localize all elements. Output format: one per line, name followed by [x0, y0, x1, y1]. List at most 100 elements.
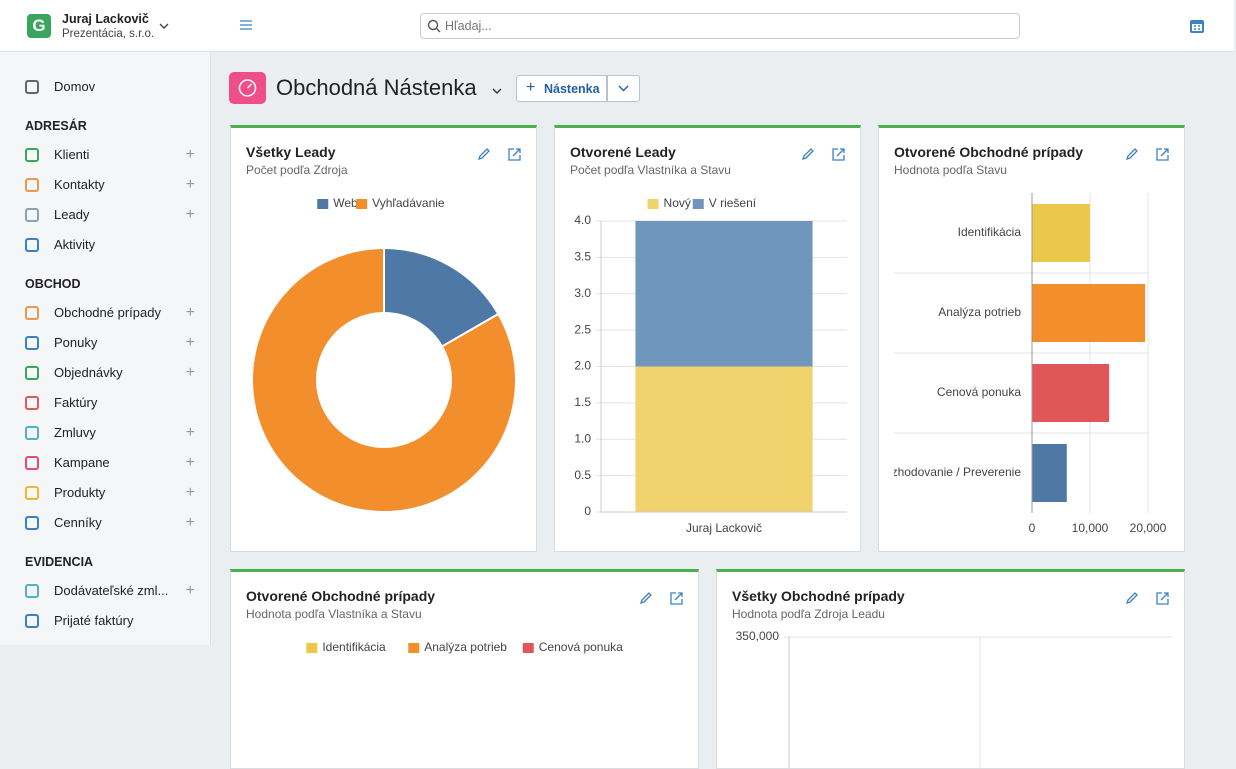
- add-button[interactable]: +: [185, 205, 195, 223]
- open-icon[interactable]: [508, 148, 521, 161]
- nav-label: Kampane: [54, 455, 110, 470]
- nav-label: Klienti: [54, 147, 90, 162]
- nav-item[interactable]: Aktivity: [25, 237, 195, 252]
- nav-item[interactable]: Produkty +: [25, 483, 195, 501]
- title-dropdown[interactable]: [491, 86, 503, 96]
- nav-icon: [25, 365, 39, 380]
- add-button[interactable]: +: [185, 175, 195, 193]
- y-tick-label: Rozhodovanie / Preverenie: [879, 465, 1021, 479]
- nav-item[interactable]: Leady +: [25, 205, 195, 223]
- nav-item[interactable]: Kampane +: [25, 453, 195, 471]
- y-tick-label: Identifikácia: [958, 225, 1022, 239]
- add-button[interactable]: +: [185, 145, 195, 163]
- add-button[interactable]: +: [185, 303, 195, 321]
- add-button[interactable]: +: [185, 363, 195, 381]
- card-subtitle: Hodnota podľa Vlastníka a Stavu: [246, 607, 422, 621]
- nav-label: Leady: [54, 207, 90, 222]
- add-button[interactable]: +: [185, 513, 195, 531]
- user-dropdown[interactable]: [158, 21, 170, 31]
- y-tick-label: 350,000: [736, 629, 780, 643]
- logo[interactable]: G: [27, 14, 51, 38]
- card-subtitle: Počet podľa Vlastníka a Stavu: [570, 163, 731, 177]
- y-tick-label: 1.0: [574, 431, 591, 445]
- card-title: Otvorené Leady: [570, 144, 676, 160]
- nav-icon: [25, 613, 39, 628]
- edit-icon[interactable]: [477, 148, 490, 161]
- x-tick-label: 0: [1029, 521, 1036, 535]
- nav-item[interactable]: Ponuky +: [25, 333, 195, 351]
- legend-label: Nový: [664, 196, 691, 210]
- nav-item[interactable]: Kontakty +: [25, 175, 195, 193]
- y-tick-label: 0.5: [574, 468, 591, 482]
- open-icon[interactable]: [670, 592, 683, 605]
- nav-icon: [25, 425, 39, 440]
- card-actions: [1125, 592, 1169, 605]
- y-tick-label: Analýza potrieb: [938, 305, 1021, 319]
- dashboard-card: Otvorené Leady Počet podľa Vlastníka a St…: [554, 125, 861, 552]
- open-icon[interactable]: [832, 148, 845, 161]
- add-button[interactable]: +: [185, 483, 195, 501]
- legend-swatch: [692, 199, 704, 209]
- dashboard-card: Všetky Leady Počet podľa Zdroja Web Vyhľadá…: [230, 125, 537, 552]
- add-button[interactable]: +: [185, 581, 195, 599]
- search[interactable]: Hľadaj...: [420, 13, 1020, 39]
- top-bar: G Juraj Lackovič Prezentácia, s.r.o. Hľa…: [0, 0, 1234, 52]
- nav-icon: [25, 147, 39, 162]
- nav-item[interactable]: Obchodné prípady +: [25, 303, 195, 321]
- dashboard-menu-button[interactable]: [607, 75, 640, 102]
- edit-icon[interactable]: [639, 592, 652, 605]
- nav-icon: [25, 395, 39, 410]
- add-dashboard-button[interactable]: + Nástenka: [516, 75, 607, 102]
- y-tick-label: 3.5: [574, 250, 591, 264]
- legend-swatch: [317, 199, 329, 209]
- bar: [1032, 204, 1090, 262]
- button-label: Nástenka: [544, 82, 600, 96]
- chart: 0 10,000 20,000 Identifikácia Analýza potrie…: [879, 193, 1167, 535]
- menu-toggle[interactable]: [239, 19, 253, 31]
- nav-item[interactable]: Objednávky +: [25, 363, 195, 381]
- y-tick-label: 0: [584, 504, 591, 518]
- chart: 350,000: [736, 629, 1172, 768]
- card-actions: [477, 148, 521, 161]
- open-icon[interactable]: [1156, 592, 1169, 605]
- nav-icon: [25, 455, 39, 470]
- nav-icon: [25, 485, 39, 500]
- nav-label: Produkty: [54, 485, 106, 500]
- legend-label: Vyhľadávanie: [372, 196, 445, 210]
- nav-item[interactable]: Faktúry: [25, 395, 195, 410]
- edit-icon[interactable]: [1125, 592, 1138, 605]
- nav-label: Domov: [54, 79, 96, 94]
- nav-icon: [25, 583, 39, 598]
- chart: Identifikácia Analýza potrieb Cenová ponuk…: [306, 640, 623, 654]
- card-title: Všetky Leady: [246, 144, 336, 160]
- calendar[interactable]: [1189, 18, 1205, 34]
- dashboard-card: Všetky Obchodné prípady Hodnota podľa Zdr…: [716, 569, 1185, 769]
- section-title: EVIDENCIA: [25, 555, 94, 569]
- legend-label: Identifikácia: [322, 640, 386, 654]
- user-name[interactable]: Juraj Lackovič: [62, 12, 149, 26]
- nav-icon: [25, 335, 39, 350]
- card-title: Otvorené Obchodné prípady: [246, 588, 436, 604]
- edit-icon[interactable]: [1125, 148, 1138, 161]
- search-icon: [427, 19, 441, 33]
- pie-slice: [251, 246, 517, 513]
- nav-item[interactable]: Cenníky +: [25, 513, 195, 531]
- add-button[interactable]: +: [185, 453, 195, 471]
- add-button[interactable]: +: [185, 333, 195, 351]
- nav-item[interactable]: Dodávateľské zml... +: [25, 581, 195, 599]
- nav-item[interactable]: Zmluvy +: [25, 423, 195, 441]
- nav-label: Obchodné prípady: [54, 305, 161, 320]
- company[interactable]: Prezentácia, s.r.o.: [62, 28, 155, 40]
- page-title[interactable]: Obchodná Nástenka: [276, 75, 477, 100]
- x-tick-label: 10,000: [1072, 521, 1109, 535]
- edit-icon[interactable]: [801, 148, 814, 161]
- nav-item[interactable]: Domov: [25, 79, 195, 94]
- nav-item[interactable]: Klienti +: [25, 145, 195, 163]
- nav-label: Kontakty: [54, 177, 105, 192]
- nav-item[interactable]: Prijaté faktúry: [25, 613, 195, 628]
- add-button[interactable]: +: [185, 423, 195, 441]
- legend-label: V riešení: [709, 196, 757, 210]
- open-icon[interactable]: [1156, 148, 1169, 161]
- sidebar: Domov ADRESÁR OBCHOD EVIDENCIA Klienti + K…: [0, 52, 211, 645]
